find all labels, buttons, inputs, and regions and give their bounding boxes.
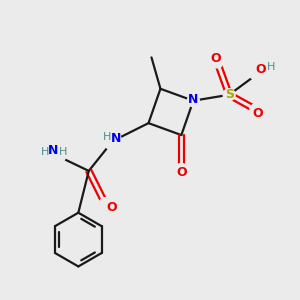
Circle shape — [187, 95, 199, 107]
Text: N: N — [188, 93, 199, 106]
Circle shape — [223, 89, 235, 101]
Circle shape — [249, 64, 266, 81]
Text: O: O — [106, 201, 117, 214]
Text: O: O — [252, 107, 263, 120]
Text: H: H — [58, 147, 67, 157]
Text: H: H — [41, 147, 49, 157]
Circle shape — [104, 132, 122, 150]
Circle shape — [176, 164, 187, 175]
Text: H: H — [103, 132, 112, 142]
Text: O: O — [210, 52, 221, 65]
Circle shape — [250, 104, 262, 116]
Circle shape — [43, 143, 66, 166]
Text: O: O — [256, 63, 266, 76]
Text: O: O — [176, 167, 187, 179]
Text: S: S — [225, 88, 234, 101]
Text: N: N — [48, 144, 58, 158]
Text: N: N — [110, 132, 121, 145]
Circle shape — [99, 198, 111, 210]
Text: H: H — [266, 62, 275, 72]
Circle shape — [211, 56, 223, 68]
